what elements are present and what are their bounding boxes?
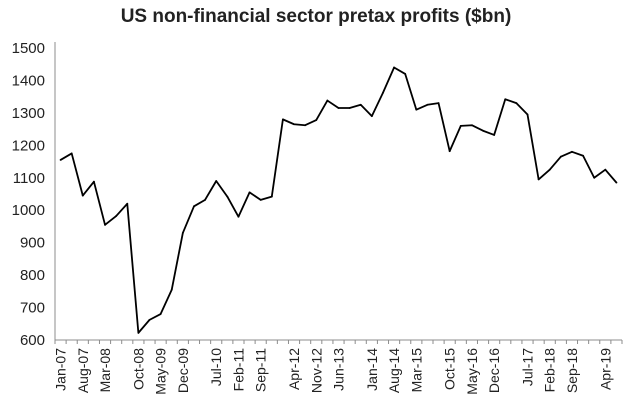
x-tick-label: Jan-07 xyxy=(53,348,69,391)
y-tick-label: 1500 xyxy=(12,40,45,57)
y-tick-label: 1400 xyxy=(12,72,45,89)
data-point xyxy=(615,181,618,184)
data-point xyxy=(193,205,195,208)
x-tick-label: Nov-12 xyxy=(308,348,324,393)
x-tick-label: Dec-09 xyxy=(175,348,191,393)
x-tick-label: Sep-18 xyxy=(564,348,580,393)
data-point xyxy=(437,102,440,105)
data-point xyxy=(393,66,395,69)
data-point xyxy=(426,103,429,106)
x-tick-label: Aug-07 xyxy=(75,348,91,393)
data-point xyxy=(237,215,240,218)
x-tick-label: Mar-08 xyxy=(97,348,113,393)
data-point xyxy=(226,195,229,198)
data-point xyxy=(159,313,162,315)
series-group xyxy=(59,66,618,334)
y-tick-label: 600 xyxy=(20,332,45,349)
x-tick-label: Apr-12 xyxy=(286,348,302,390)
data-point xyxy=(204,198,206,201)
data-point xyxy=(370,115,373,118)
data-point xyxy=(170,288,173,291)
x-tick-label: Jul-10 xyxy=(208,348,224,386)
y-tick-label: 1000 xyxy=(12,202,45,219)
data-point xyxy=(382,91,384,94)
data-point xyxy=(604,168,607,171)
data-point xyxy=(70,152,73,155)
x-tick-label: Jul-17 xyxy=(520,348,536,386)
y-tick-label: 1100 xyxy=(13,170,45,187)
data-point xyxy=(270,195,273,198)
y-tick-label: 900 xyxy=(20,235,45,252)
data-point xyxy=(582,154,584,157)
data-point xyxy=(359,103,362,106)
x-tick-label: Oct-15 xyxy=(442,348,458,390)
data-point xyxy=(404,73,407,75)
y-tick-label: 700 xyxy=(20,300,45,317)
data-point xyxy=(593,176,596,179)
data-point xyxy=(248,191,251,194)
data-point xyxy=(259,198,262,201)
data-point xyxy=(448,150,451,153)
data-point xyxy=(526,113,529,116)
data-point xyxy=(571,150,573,153)
data-point xyxy=(215,180,218,182)
y-tick-label: 800 xyxy=(20,267,45,284)
data-point xyxy=(515,102,518,105)
data-point xyxy=(104,223,106,226)
data-point xyxy=(548,168,551,171)
data-point xyxy=(326,99,329,102)
x-tick-label: Aug-14 xyxy=(386,348,402,393)
x-tick-label: May-16 xyxy=(464,348,480,395)
data-point xyxy=(504,98,507,101)
x-tick-label: Apr-19 xyxy=(597,348,613,390)
x-tick-label: Dec-16 xyxy=(486,348,502,393)
x-tick-label: Jun-13 xyxy=(331,348,347,391)
x-axis: Jan-07 Aug-07 Mar-08 Oct-08 May-09 Dec-09 Jul-… xyxy=(53,339,623,395)
data-point xyxy=(59,159,62,161)
data-point xyxy=(137,331,140,334)
data-point xyxy=(459,124,462,127)
x-tick-label: Feb-11 xyxy=(230,348,246,392)
chart-title: US non-financial sector pretax profits (… xyxy=(120,6,512,27)
x-tick-label: Jan-14 xyxy=(364,348,380,391)
data-point xyxy=(115,215,118,217)
x-tick-label: Sep-11 xyxy=(253,348,269,392)
data-point xyxy=(537,178,540,181)
x-tick-label: Oct-08 xyxy=(130,348,146,390)
data-point xyxy=(337,107,340,109)
y-tick-label: 1300 xyxy=(12,105,45,122)
data-point xyxy=(304,124,307,127)
data-point xyxy=(293,123,295,126)
data-point xyxy=(493,134,496,136)
data-point xyxy=(348,107,351,109)
data-point xyxy=(148,318,151,321)
x-tick-label: Feb-18 xyxy=(542,348,558,393)
data-point xyxy=(559,155,562,158)
x-tick-label: May-09 xyxy=(153,348,169,395)
data-point xyxy=(181,232,184,234)
x-tick-label: Mar-15 xyxy=(408,348,424,393)
data-point xyxy=(415,108,418,111)
data-point xyxy=(471,124,473,127)
data-point xyxy=(315,119,318,121)
data-point xyxy=(81,194,84,197)
y-tick-label: 1200 xyxy=(12,137,45,154)
data-point xyxy=(282,118,284,121)
data-point xyxy=(482,129,484,132)
y-axis: 600 700 800 900 1000 1100 1200 1300 1400 1500 xyxy=(12,40,56,349)
data-point xyxy=(126,202,129,205)
data-point xyxy=(93,180,95,183)
